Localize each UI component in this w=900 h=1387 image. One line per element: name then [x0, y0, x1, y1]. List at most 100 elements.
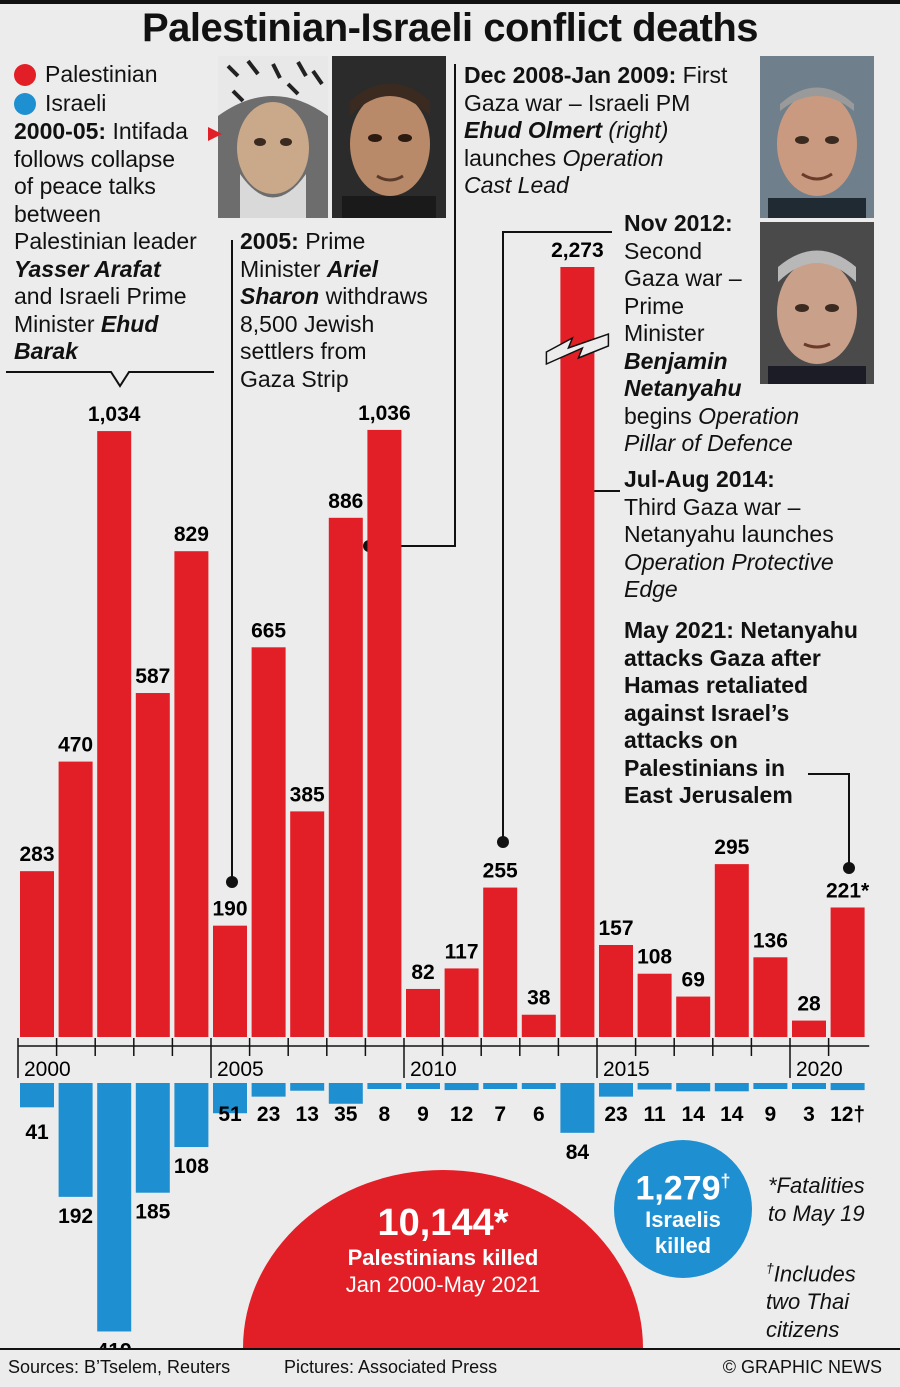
blue-dot-icon [14, 92, 36, 115]
israeli-value-label: 51 [218, 1103, 242, 1126]
palestinian-value-labels: 283 470 1,034 587 829 190 665 385 886 1,036 82 117 2… [19, 239, 870, 1016]
annotation-leader-lines [6, 64, 855, 888]
israeli-total-count: 1,279 [635, 1169, 721, 1208]
may2021-line: attacks Gaza after [624, 644, 821, 671]
person-photo-arafat [218, 56, 328, 218]
israeli-value-label: 23 [257, 1103, 280, 1126]
palestinian-bar [213, 925, 247, 1037]
israeli-total-circle: 1,279† Israelis killed [614, 1140, 752, 1278]
footnote-thai-line-3: citizens [766, 1317, 840, 1343]
palestinian-value-label: 28 [797, 993, 821, 1016]
israeli-bar [714, 1083, 749, 1092]
sharon-heading: 2005: [240, 228, 299, 254]
legend-label-israeli: Israeli [45, 90, 107, 116]
israeli-bar [251, 1083, 286, 1097]
israeli-value-label: 108 [174, 1155, 209, 1178]
cast-lead-op: Operation [562, 144, 664, 171]
triangle-pointer-icon [208, 127, 222, 141]
israeli-bar [753, 1083, 788, 1089]
palestinian-value-label: 1,034 [88, 403, 141, 426]
footer: Sources: B’Tselem, Reuters Pictures: Ass… [0, 1348, 900, 1387]
red-dot-icon [14, 63, 36, 86]
footnote-fatalities-line: *Fatalities [768, 1173, 865, 1198]
footnote-thai-line-2: two Thai [766, 1289, 850, 1315]
sharon-line: withdraws [319, 283, 428, 309]
palestinian-total: 10,144* Palestinians killed Jan 2000-May… [243, 1202, 643, 1298]
palestinian-bar [560, 267, 595, 1037]
x-axis-tick-label: 2010 [410, 1058, 457, 1081]
palestinian-value-label: 117 [445, 940, 479, 963]
israeli-bar [599, 1083, 633, 1097]
intifada-line: Minister [14, 310, 101, 337]
israeli-value-label: 41 [25, 1121, 49, 1144]
palestinian-value-label: 255 [483, 860, 518, 883]
palestinian-value-label: 829 [174, 523, 209, 546]
intifada-name-barak: Ehud [100, 310, 159, 337]
palestinian-bar [174, 551, 209, 1037]
cast-lead-line: launches [464, 144, 563, 171]
israeli-value-label: 84 [566, 1141, 590, 1164]
pillar-leader-dot [497, 836, 509, 848]
israeli-value-label: 3 [803, 1103, 815, 1126]
palestinian-value-label: 108 [637, 946, 672, 969]
palestinian-bar [753, 957, 788, 1037]
palestinian-value-label: 69 [682, 969, 705, 992]
sharon-line: Prime [298, 228, 366, 254]
palestinian-value-label: 190 [212, 898, 247, 921]
palestinian-value-label: 82 [411, 961, 434, 984]
may2021-line: East Jerusalem [624, 782, 793, 808]
cast-lead-op-2: Cast Lead [464, 172, 569, 198]
annotation-intifada: 2000-05: Intifada follows collapse of pe… [14, 118, 197, 366]
israeli-bar [637, 1083, 672, 1090]
legend-item-israeli: Israeli [14, 89, 158, 118]
legend-item-palestinian: Palestinian [14, 60, 158, 89]
israeli-bar [213, 1083, 247, 1114]
israeli-value-label: 13 [296, 1103, 319, 1126]
palestinian-bar [599, 944, 633, 1037]
pillar-line: begins [624, 402, 699, 429]
footer-pictures: Pictures: Associated Press [284, 1357, 498, 1377]
palestinian-bar [135, 693, 170, 1037]
footnote-thai-line: Includes [773, 1261, 856, 1287]
palestinian-value-label: 886 [328, 490, 363, 513]
israeli-value-label: 14 [720, 1103, 744, 1126]
israeli-bar [521, 1083, 556, 1089]
sharon-line: Gaza Strip [240, 365, 349, 392]
person-photo-olmert [760, 56, 874, 218]
israeli-total-dagger: † [720, 1171, 731, 1191]
palestinian-value-label: 587 [135, 665, 170, 688]
israeli-value-label: 8 [379, 1103, 391, 1126]
footer-sources: Sources: B’Tselem, Reuters [8, 1357, 231, 1377]
israeli-bar [483, 1083, 518, 1089]
pillar-name: Benjamin [624, 347, 728, 374]
person-photo-barak [332, 56, 446, 218]
palestinian-value-label: 283 [19, 843, 54, 866]
pillar-op-2: Pillar of Defence [624, 430, 793, 456]
annotation-pillar-of-defence: Nov 2012: Second Gaza war – Prime Minist… [624, 210, 799, 458]
intifada-bracket [6, 371, 214, 388]
palestinian-bar [792, 1020, 826, 1037]
portrait-arafat-graphic [218, 56, 328, 218]
pillar-op: Operation [698, 402, 800, 429]
may2021-leader-line [808, 773, 850, 868]
palestinian-bar [58, 761, 93, 1037]
edge-op: Operation Protective [624, 548, 834, 575]
israeli-value-label: 14 [682, 1103, 706, 1126]
intifada-heading: 2000-05: [14, 118, 107, 144]
israeli-bar [135, 1083, 170, 1193]
footnote-thai: †Includes two Thai citizens [766, 1254, 856, 1344]
israeli-value-label: 9 [765, 1103, 777, 1126]
cast-lead-line: (right) [602, 117, 669, 143]
may2021-leader-dot [843, 862, 855, 874]
footnote-fatalities-line-2: to May 19 [768, 1201, 865, 1226]
cast-lead-name: Ehud Olmert [464, 117, 603, 143]
edge-op-2: Edge [624, 576, 678, 602]
israeli-bar [830, 1083, 865, 1091]
israeli-value-label: 12 [450, 1103, 473, 1126]
israeli-value-label: 185 [135, 1201, 170, 1224]
pillar-line: Prime [624, 292, 685, 319]
palestinian-value-label: 136 [753, 929, 788, 952]
edge-heading: Jul-Aug 2014: [624, 466, 775, 492]
pillar-line: Second [624, 237, 703, 264]
israeli-bar [174, 1083, 209, 1148]
